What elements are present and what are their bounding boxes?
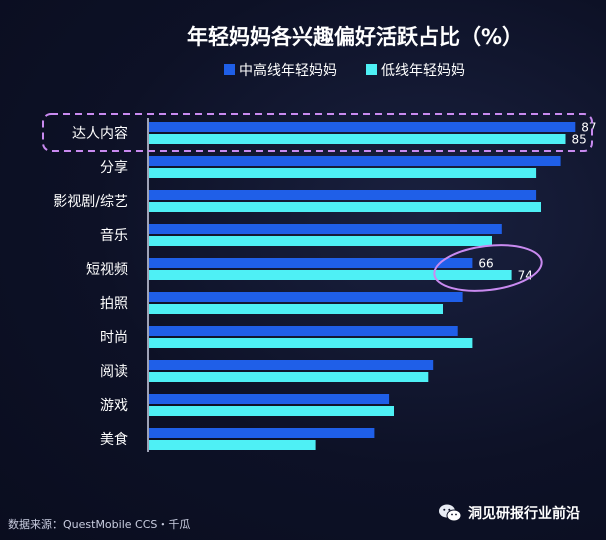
wechat-icon <box>439 504 462 522</box>
legend-swatch-series-1 <box>366 64 377 75</box>
legend-label-series-1: 低线年轻妈妈 <box>381 63 465 79</box>
bar-mid-high-3 <box>149 224 502 234</box>
bar-low-7 <box>149 372 429 382</box>
highlight-circle <box>433 244 543 292</box>
bar-low-1 <box>149 168 537 178</box>
category-label-4: 短视频 <box>86 262 128 278</box>
category-label-9: 美食 <box>100 431 128 448</box>
bar-mid-high-0 <box>149 122 576 132</box>
legend-swatch-series-0 <box>224 64 235 75</box>
category-label-2: 影视剧/综艺 <box>53 194 128 210</box>
category-label-6: 时尚 <box>100 330 128 346</box>
bar-mid-high-4 <box>149 258 473 268</box>
bar-low-8 <box>149 406 394 416</box>
bar-mid-high-6 <box>149 326 458 336</box>
category-label-7: 阅读 <box>100 363 128 380</box>
data-label-2: 66 <box>478 257 493 271</box>
bars-group <box>149 122 576 450</box>
category-label-8: 游戏 <box>100 398 128 414</box>
bar-mid-high-5 <box>149 292 463 302</box>
bar-mid-high-1 <box>149 156 561 166</box>
bar-low-9 <box>149 440 316 450</box>
category-label-3: 音乐 <box>100 227 128 244</box>
chart-title: 年轻妈妈各兴趣偏好活跃占比（%） <box>187 25 523 49</box>
data-label-1: 85 <box>572 133 587 147</box>
bar-low-6 <box>149 338 473 348</box>
category-label-0: 达人内容 <box>72 125 128 142</box>
bar-low-0 <box>149 134 566 144</box>
highlight-dashed-box <box>42 113 593 152</box>
legend: 中高线年轻妈妈 低线年轻妈妈 <box>224 62 465 79</box>
bar-low-3 <box>149 236 492 246</box>
brand-name: 洞见研报行业前沿 <box>468 506 580 522</box>
legend-label-series-0: 中高线年轻妈妈 <box>239 62 337 79</box>
category-label-1: 分享 <box>100 159 128 176</box>
bar-mid-high-7 <box>149 360 434 370</box>
footer-source: 数据来源：QuestMobile CCS・千瓜 <box>8 518 191 531</box>
footer-brand: 洞见研报行业前沿 <box>438 503 580 523</box>
bar-low-2 <box>149 202 541 212</box>
bar-mid-high-2 <box>149 190 537 200</box>
bar-mid-high-8 <box>149 394 390 404</box>
bar-low-4 <box>149 270 512 280</box>
category-label-5: 拍照 <box>100 296 128 312</box>
bar-mid-high-9 <box>149 428 375 438</box>
bar-low-5 <box>149 304 443 314</box>
